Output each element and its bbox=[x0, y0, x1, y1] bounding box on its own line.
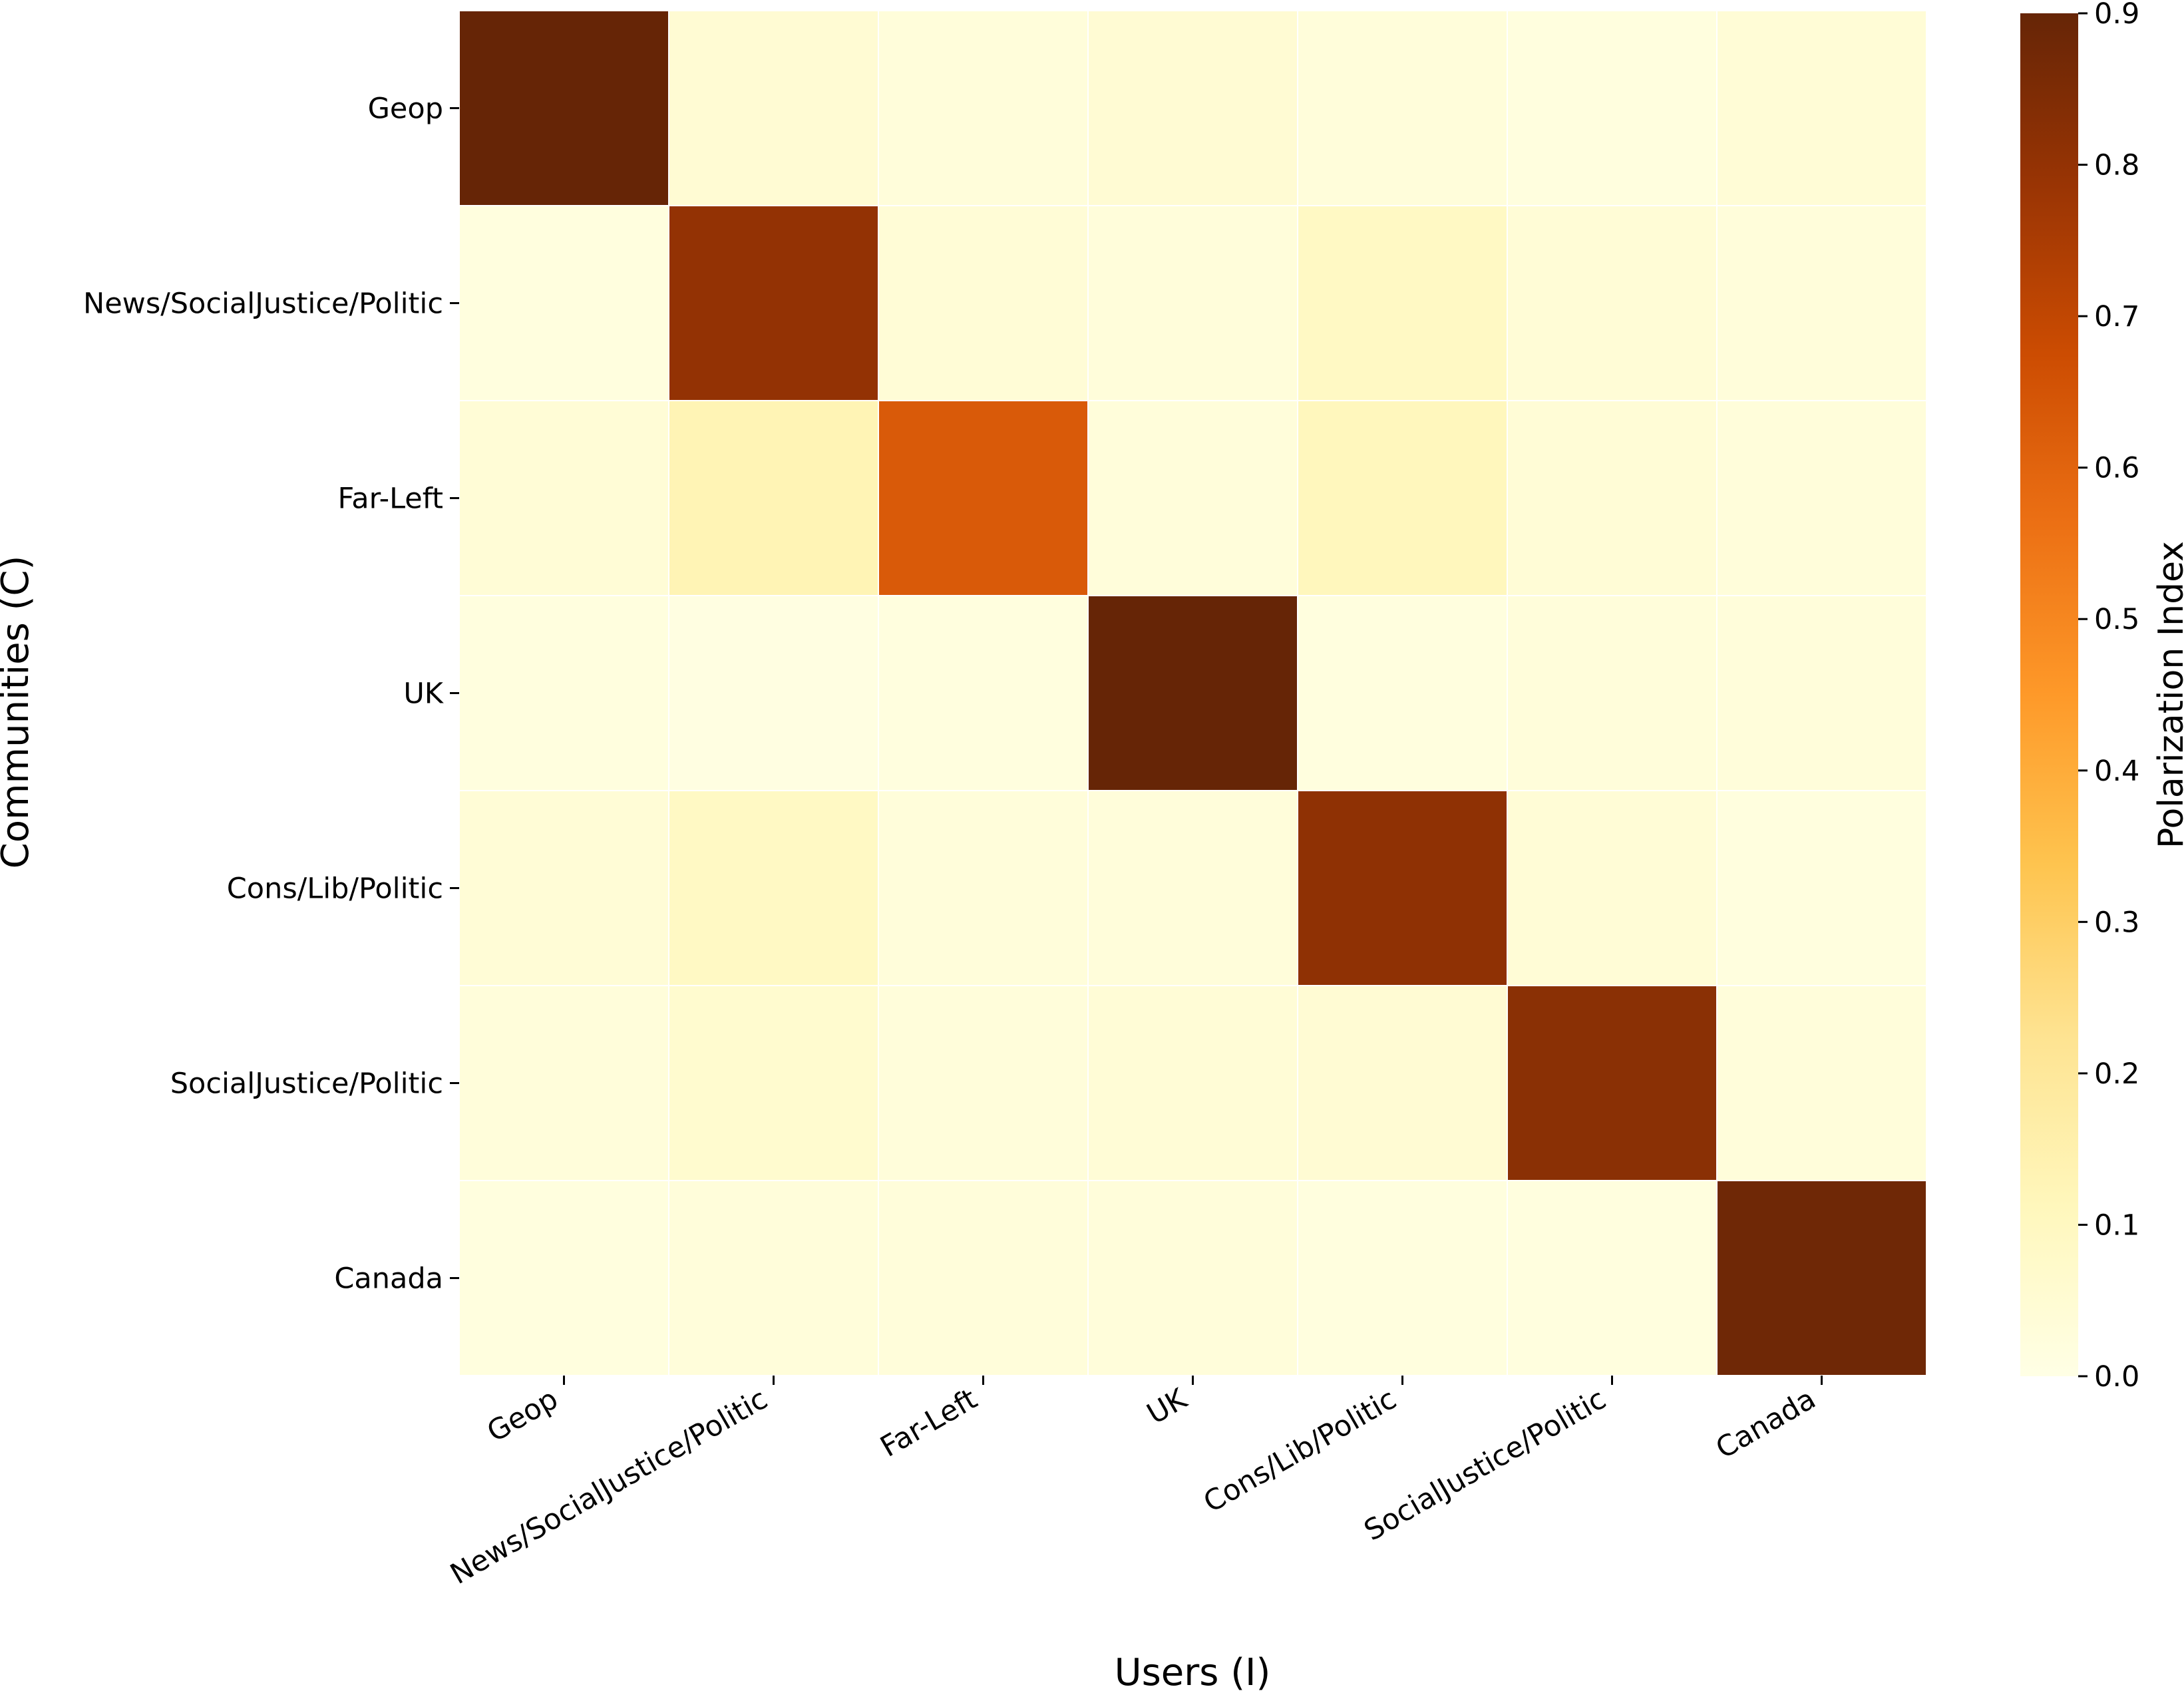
colorbar-tick-label: 0.9 bbox=[2094, 0, 2139, 31]
heatmap-cell-geop-news-socialjustice-politic bbox=[668, 10, 879, 206]
colorbar-label: Polarization Index bbox=[2151, 541, 2184, 848]
heatmap-cell-cons-lib-politic-socialjustice-politic bbox=[1507, 790, 1718, 986]
heatmap-cell-cons-lib-politic-geop bbox=[458, 790, 669, 986]
y-tick-label-news-socialjustice-politic: News/SocialJustice/Politic bbox=[83, 287, 443, 321]
y-axis-label: Communities (C) bbox=[0, 556, 37, 869]
heatmap-cell-uk-news-socialjustice-politic bbox=[668, 595, 879, 791]
heatmap-cell-socialjustice-politic-cons-lib-politic bbox=[1297, 985, 1508, 1181]
colorbar-tick-label: 0.1 bbox=[2094, 1209, 2139, 1242]
colorbar-tick-label: 0.4 bbox=[2094, 755, 2139, 788]
heatmap-cell-far-left-uk bbox=[1087, 400, 1298, 596]
heatmap-cell-uk-geop bbox=[458, 595, 669, 791]
heatmap-cell-far-left-far-left bbox=[878, 400, 1089, 596]
heatmap-cell-news-socialjustice-politic-uk bbox=[1087, 205, 1298, 401]
heatmap-cell-canada-cons-lib-politic bbox=[1297, 1180, 1508, 1376]
heatmap-cell-uk-socialjustice-politic bbox=[1507, 595, 1718, 791]
heatmap-cell-canada-news-socialjustice-politic bbox=[668, 1180, 879, 1376]
heatmap-cell-news-socialjustice-politic-socialjustice-politic bbox=[1507, 205, 1718, 401]
colorbar: 0.0 0.1 0.2 0.3 0.4 0.5 0.6 0.7 0.8 0.9 Polarizat… bbox=[2020, 0, 2184, 1394]
heatmap-cell-socialjustice-politic-socialjustice-politic bbox=[1507, 985, 1718, 1181]
heatmap-cell-socialjustice-politic-news-socialjustice-politic bbox=[668, 985, 879, 1181]
heatmap-cell-cons-lib-politic-far-left bbox=[878, 790, 1089, 986]
heatmap-cell-cons-lib-politic-news-socialjustice-politic bbox=[668, 790, 879, 986]
heatmap-cell-canada-socialjustice-politic bbox=[1507, 1180, 1718, 1376]
heatmap-cell-geop-canada bbox=[1716, 10, 1927, 206]
y-tick-label-far-left: Far-Left bbox=[338, 482, 443, 516]
y-tick-label-socialjustice-politic: SocialJustice/Politic bbox=[170, 1067, 443, 1101]
heatmap-cell-far-left-news-socialjustice-politic bbox=[668, 400, 879, 596]
heatmap-cell-news-socialjustice-politic-geop bbox=[458, 205, 669, 401]
heatmap-cell-socialjustice-politic-uk bbox=[1087, 985, 1298, 1181]
heatmap-cell-far-left-canada bbox=[1716, 400, 1927, 596]
heatmap-cell-cons-lib-politic-canada bbox=[1716, 790, 1927, 986]
heatmap-cell-geop-uk bbox=[1087, 10, 1298, 206]
heatmap-cell-uk-cons-lib-politic bbox=[1297, 595, 1508, 791]
x-tick-label-far-left: Far-Left bbox=[875, 1382, 983, 1464]
heatmap-cell-geop-socialjustice-politic bbox=[1507, 10, 1718, 206]
heatmap-cell-canada-geop bbox=[458, 1180, 669, 1376]
heatmap-cell-far-left-geop bbox=[458, 400, 669, 596]
heatmap-cell-canada-far-left bbox=[878, 1180, 1089, 1376]
colorbar-tick-label: 0.7 bbox=[2094, 300, 2139, 333]
heatmap-cell-far-left-cons-lib-politic bbox=[1297, 400, 1508, 596]
heatmap-cell-uk-canada bbox=[1716, 595, 1927, 791]
colorbar-gradient bbox=[2020, 13, 2078, 1376]
colorbar-tick-label: 0.6 bbox=[2094, 452, 2139, 485]
colorbar-ticks: 0.0 0.1 0.2 0.3 0.4 0.5 0.6 0.7 0.8 0.9 bbox=[2078, 0, 2139, 1394]
y-tick-label-cons-lib-politic: Cons/Lib/Politic bbox=[227, 872, 443, 906]
y-tick-label-canada: Canada bbox=[334, 1262, 443, 1296]
heatmap-cell-geop-far-left bbox=[878, 10, 1089, 206]
y-axis-ticks: Geop News/SocialJustice/Politic Far-Left UK… bbox=[83, 93, 459, 1296]
heatmap-cell-news-socialjustice-politic-canada bbox=[1716, 205, 1927, 401]
heatmap-cell-socialjustice-politic-far-left bbox=[878, 985, 1089, 1181]
y-tick-label-geop: Geop bbox=[368, 93, 443, 126]
heatmap-cell-geop-geop bbox=[458, 10, 669, 206]
y-tick-label-uk: UK bbox=[403, 677, 444, 711]
heatmap-cell-cons-lib-politic-uk bbox=[1087, 790, 1298, 986]
x-tick-label-canada: Canada bbox=[1710, 1382, 1821, 1465]
x-tick-label-geop: Geop bbox=[482, 1382, 564, 1449]
heatmap-cell-cons-lib-politic-cons-lib-politic bbox=[1297, 790, 1508, 986]
heatmap-cell-socialjustice-politic-canada bbox=[1716, 985, 1927, 1181]
x-tick-label-uk: UK bbox=[1141, 1382, 1193, 1431]
heatmap-cell-canada-canada bbox=[1716, 1180, 1927, 1376]
heatmap-cell-uk-uk bbox=[1087, 595, 1298, 791]
colorbar-tick-label: 0.0 bbox=[2094, 1360, 2139, 1394]
heatmap-cell-far-left-socialjustice-politic bbox=[1507, 400, 1718, 596]
heatmap-cell-news-socialjustice-politic-news-socialjustice-politic bbox=[668, 205, 879, 401]
colorbar-tick-label: 0.3 bbox=[2094, 906, 2139, 939]
heatmap-cell-news-socialjustice-politic-cons-lib-politic bbox=[1297, 205, 1508, 401]
x-axis-label: Users (I) bbox=[1115, 1651, 1271, 1693]
colorbar-tick-label: 0.2 bbox=[2094, 1057, 2139, 1091]
heatmap-cell-socialjustice-politic-geop bbox=[458, 985, 669, 1181]
heatmap-cell-news-socialjustice-politic-far-left bbox=[878, 205, 1089, 401]
colorbar-tick-label: 0.8 bbox=[2094, 149, 2139, 182]
heatmap-cell-geop-cons-lib-politic bbox=[1297, 10, 1508, 206]
colorbar-tick-label: 0.5 bbox=[2094, 603, 2139, 636]
x-tick-label-cons-lib-politic: Cons/Lib/Politic bbox=[1198, 1382, 1402, 1519]
heatmap-cells bbox=[458, 10, 1927, 1376]
heatmap-cell-uk-far-left bbox=[878, 595, 1089, 791]
heatmap-cell-canada-uk bbox=[1087, 1180, 1298, 1376]
